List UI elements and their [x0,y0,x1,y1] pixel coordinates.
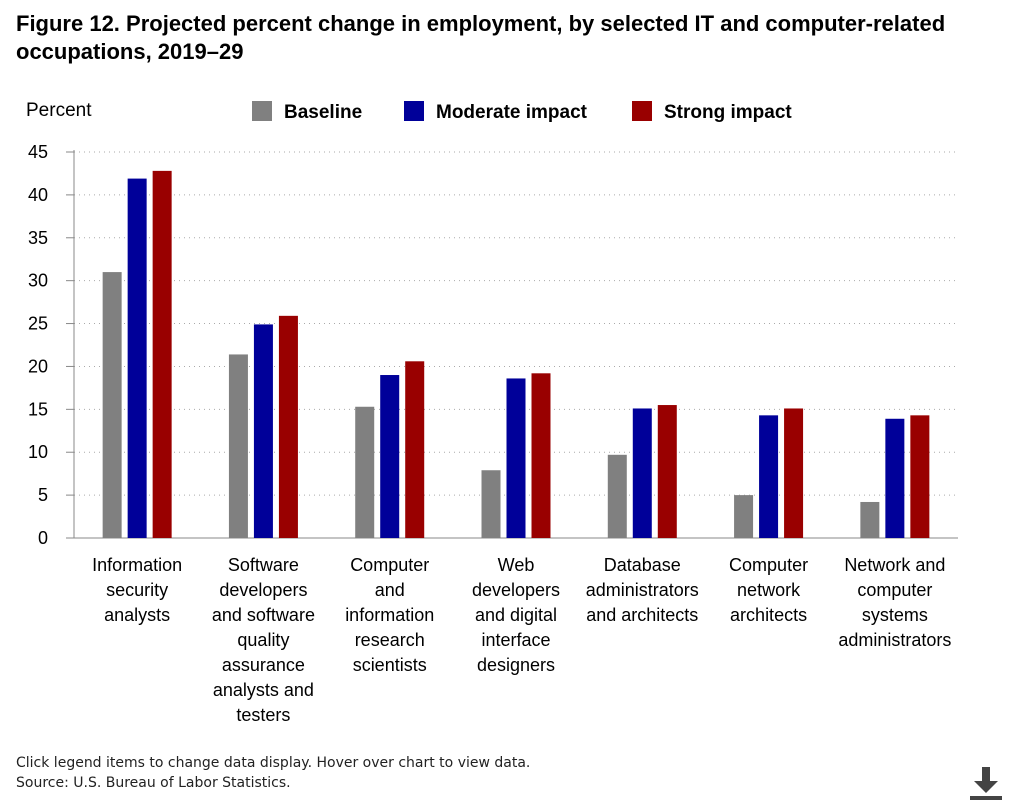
x-tick-label: and software [212,605,315,625]
bar [734,495,754,538]
x-tick-label: Network and [844,555,945,575]
bar [860,501,880,538]
x-tick-label: assurance [222,655,305,675]
x-tick-label: computer [857,580,932,600]
chart: 0 5 10 15 20 25 30 35 40 45 Percent Baseline Moderat… [26,100,958,725]
x-tick-label: analysts and [213,680,314,700]
bar [885,418,905,538]
y-tick-label: 40 [28,185,48,205]
bar [481,470,501,538]
bar [355,406,375,538]
bar [278,315,298,538]
x-tick-label: Computer [350,555,429,575]
x-tick-label: developers [472,580,560,600]
x-tick-label: analysts [104,605,170,625]
x-tick-label: scientists [353,655,427,675]
legend-label: Moderate impact [436,102,588,123]
legend-label: Strong impact [664,102,792,123]
x-tick-label: and digital [475,605,557,625]
bar [657,405,677,538]
y-tick-label: 0 [38,528,48,548]
y-tick-label: 20 [28,356,48,376]
bar [632,408,652,538]
y-tick-label: 10 [28,442,48,462]
x-tick-label: Database [604,555,681,575]
x-tick-label: administrators [838,630,951,650]
bar [506,378,526,538]
bar [152,170,172,539]
bar [405,361,425,538]
y-tick-label: 25 [28,314,48,334]
x-tick-label: testers [236,705,290,725]
x-tick-label: Computer [729,555,808,575]
bar [784,408,804,538]
footer-note: Click legend items to change data displa… [16,755,531,771]
legend-label: Baseline [284,102,362,123]
y-tick-label: 35 [28,228,48,248]
x-tick-label: interface [481,630,550,650]
y-tick-label: 5 [38,485,48,505]
y-tick-label: 30 [28,271,48,291]
y-axis-label: Percent [26,100,92,121]
bar [228,354,248,538]
legend-swatch [252,101,272,121]
bar [380,375,400,538]
y-tick-label: 45 [28,142,48,162]
x-tick-label: research [355,630,425,650]
bar [102,272,122,538]
x-tick-label: information [345,605,434,625]
chart-title: Figure 12. Projected percent change in e… [16,11,946,64]
download-icon [970,767,1002,800]
chart-footer: Click legend items to change data displa… [16,753,916,793]
bar [531,373,551,538]
x-tick-label: systems [862,605,928,625]
x-tick-label: developers [219,580,307,600]
legend-swatch [632,101,652,121]
download-button[interactable] [966,765,1006,801]
bar [253,324,273,538]
x-tick-label: Information [92,555,182,575]
x-tick-label: administrators [586,580,699,600]
x-tick-label: Web [498,555,535,575]
bar [607,454,627,538]
x-tick-label: security [106,580,168,600]
x-tick-label: architects [730,605,807,625]
legend-swatch [404,101,424,121]
x-tick-label: quality [237,630,289,650]
x-tick-label: and [375,580,405,600]
bar [127,178,147,538]
bar [759,415,779,538]
x-tick-label: network [737,580,801,600]
x-tick-label: and architects [586,605,698,625]
bar [910,415,930,538]
y-tick-label: 15 [28,399,48,419]
x-tick-label: Software [228,555,299,575]
x-tick-label: designers [477,655,555,675]
footer-source: Source: U.S. Bureau of Labor Statistics. [16,775,291,791]
